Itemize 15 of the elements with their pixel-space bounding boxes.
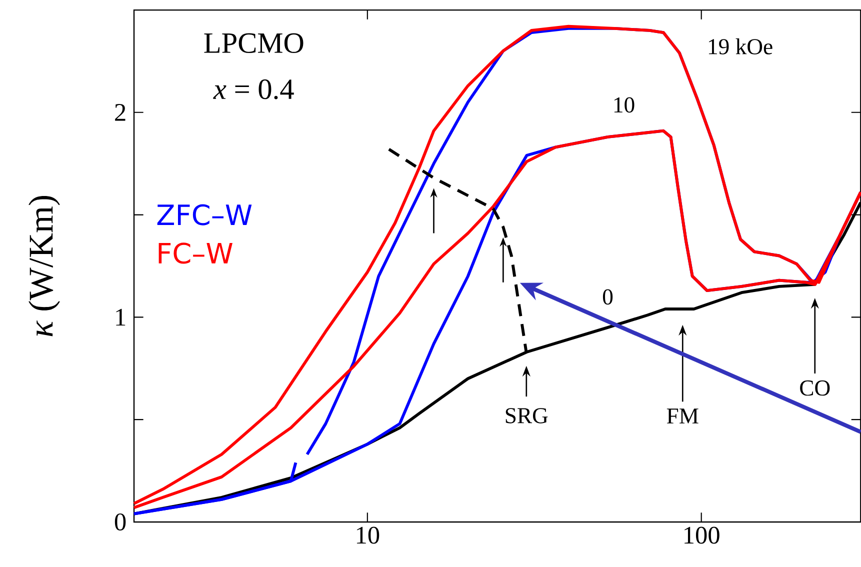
annotation: LPCMO bbox=[204, 33, 304, 54]
annotation: CO bbox=[800, 380, 830, 396]
text: ZFC–W bbox=[157, 204, 252, 226]
x-tick-label: 100 bbox=[684, 526, 720, 544]
annotation: 19 kOe bbox=[708, 38, 772, 54]
y-tick-label: 0 bbox=[114, 513, 126, 531]
annotation: SRG bbox=[506, 408, 548, 424]
text: FC–W bbox=[158, 242, 232, 264]
y-tick-label: 1 bbox=[116, 308, 126, 326]
annotation: FM bbox=[666, 408, 698, 424]
annotation: x = 0.4 bbox=[213, 79, 294, 100]
y-tick-label: 2 bbox=[115, 104, 126, 121]
y-axis-title: κ (W/Km) bbox=[28, 196, 60, 336]
annotation: 0 bbox=[602, 289, 613, 305]
annotation: 10 bbox=[614, 97, 634, 113]
